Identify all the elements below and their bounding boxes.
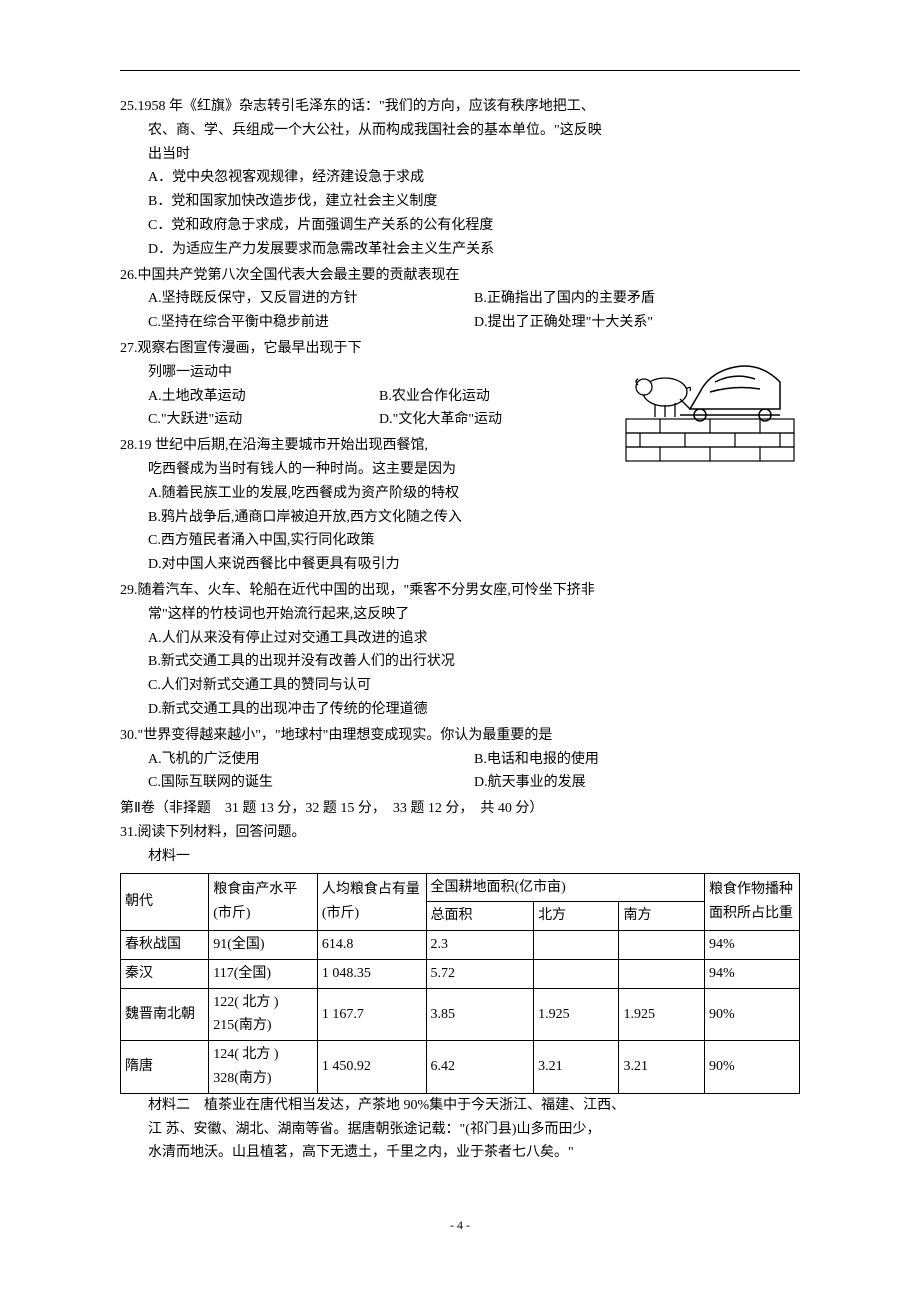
q27-stem-1: 27.观察右图宣传漫画，它最早出现于下 (120, 337, 610, 361)
q29-option-d: D.新式交通工具的出现冲击了传统的伦理道德 (148, 698, 800, 722)
cell-north (534, 931, 619, 960)
cell-south: 1.925 (619, 988, 704, 1041)
th-north: 北方 (534, 902, 619, 931)
q28-option-c: C.西方殖民者涌入中国,实行同化政策 (148, 529, 800, 553)
cell-percapita: 614.8 (317, 931, 426, 960)
th-yield: 粮食亩产水平(市斤) (209, 873, 318, 931)
material-2-line-2: 江 苏、安徽、湖北、湖南等省。据唐朝张途记载："(祁门县)山多而田少， (120, 1118, 800, 1142)
th-ratio: 粮食作物播种面积所占比重 (704, 873, 799, 931)
question-25: 25.1958 年《红旗》杂志转引毛泽东的话："我们的方向，应该有秩序地把工、 … (120, 95, 800, 262)
q25-option-a: A．党中央忽视客观规律，经济建设急于求成 (148, 166, 800, 190)
q25-stem-2: 农、商、学、兵组成一个大公社，从而构成我国社会的基本单位。"这反映 (120, 119, 800, 143)
q29-stem-2: 常"这样的竹枝词也开始流行起来,这反映了 (120, 603, 800, 627)
q27-option-b: B.农业合作化运动 (379, 385, 610, 409)
q29-option-c: C.人们对新式交通工具的赞同与认可 (148, 674, 800, 698)
q26-option-b: B.正确指出了国内的主要矛盾 (474, 287, 800, 311)
th-area: 全国耕地面积(亿市亩) (426, 873, 704, 902)
th-south: 南方 (619, 902, 704, 931)
cell-south: 3.21 (619, 1041, 704, 1094)
cell-total: 6.42 (426, 1041, 534, 1094)
th-percapita: 人均粮食占有量(市斤) (317, 873, 426, 931)
cell-north: 1.925 (534, 988, 619, 1041)
cell-percapita: 1 048.35 (317, 959, 426, 988)
table-row: 隋唐 124( 北方 ) 328(南方) 1 450.92 6.42 3.21 … (121, 1041, 800, 1094)
cartoon-image (620, 337, 800, 467)
question-30: 30."世界变得越来越小"，"地球村"由理想变成现实。你认为最重要的是 A.飞机… (120, 724, 800, 795)
q25-option-b: B．党和国家加快改造步伐，建立社会主义制度 (148, 190, 800, 214)
section-2-header: 第Ⅱ卷（非择题 31 题 13 分，32 题 15 分， 33 题 12 分， … (120, 797, 800, 821)
cell-north: 3.21 (534, 1041, 619, 1094)
cell-percapita: 1 167.7 (317, 988, 426, 1041)
grain-table: 朝代 粮食亩产水平(市斤) 人均粮食占有量(市斤) 全国耕地面积(亿市亩) 粮食… (120, 873, 800, 1094)
cell-total: 2.3 (426, 931, 534, 960)
q26-option-a: A.坚持既反保守，又反冒进的方针 (148, 287, 474, 311)
table-row: 春秋战国 91(全国) 614.8 2.3 94% (121, 931, 800, 960)
q27-option-d: D."文化大革命"运动 (379, 408, 610, 432)
q29-option-b: B.新式交通工具的出现并没有改善人们的出行状况 (148, 650, 800, 674)
th-dynasty: 朝代 (121, 873, 209, 931)
q28-option-d: D.对中国人来说西餐比中餐更具有吸引力 (148, 553, 800, 577)
q29-stem-1: 29.随着汽车、火车、轮船在近代中国的出现，"乘客不分男女座,可怜坐下挤非 (120, 579, 800, 603)
cell-yield: 122( 北方 ) 215(南方) (209, 988, 318, 1041)
cell-yield: 124( 北方 ) 328(南方) (209, 1041, 318, 1094)
cell-south (619, 959, 704, 988)
material-1-label: 材料一 (120, 845, 800, 869)
material-2-line-3: 水清而地沃。山且植茗，高下无遗土，千里之内，业于茶者七八矣。" (120, 1141, 800, 1165)
q29-option-a: A.人们从来没有停止过对交通工具改进的追求 (148, 627, 800, 651)
cell-ratio: 90% (704, 988, 799, 1041)
cell-ratio: 94% (704, 959, 799, 988)
q30-option-c: C.国际互联网的诞生 (148, 771, 474, 795)
q31-stem: 31.阅读下列材料，回答问题。 (120, 821, 800, 845)
cell-dynasty: 春秋战国 (121, 931, 209, 960)
cell-yield: 91(全国) (209, 931, 318, 960)
question-26: 26.中国共产党第八次全国代表大会最主要的贡献表现在 A.坚持既反保守，又反冒进… (120, 264, 800, 335)
q30-stem: 30."世界变得越来越小"，"地球村"由理想变成现实。你认为最重要的是 (120, 724, 800, 748)
cell-percapita: 1 450.92 (317, 1041, 426, 1094)
table-header-row-1: 朝代 粮食亩产水平(市斤) 人均粮食占有量(市斤) 全国耕地面积(亿市亩) 粮食… (121, 873, 800, 902)
table-row: 秦汉 117(全国) 1 048.35 5.72 94% (121, 959, 800, 988)
q27-option-a: A.土地改革运动 (148, 385, 379, 409)
material-2-line-1: 材料二 植茶业在唐代相当发达，产茶地 90%集中于今天浙江、福建、江西、 (120, 1094, 800, 1118)
cell-ratio: 90% (704, 1041, 799, 1094)
q26-option-d: D.提出了正确处理"十大关系" (474, 311, 800, 335)
q28-option-a: A.随着民族工业的发展,吃西餐成为资产阶级的特权 (148, 482, 800, 506)
q25-stem-3: 出当时 (120, 143, 800, 167)
q27-option-c: C."大跃进"运动 (148, 408, 379, 432)
question-29: 29.随着汽车、火车、轮船在近代中国的出现，"乘客不分男女座,可怜坐下挤非 常"… (120, 579, 800, 722)
page-number: - 4 - (120, 1215, 800, 1235)
cell-dynasty: 秦汉 (121, 959, 209, 988)
cell-total: 5.72 (426, 959, 534, 988)
cell-dynasty: 魏晋南北朝 (121, 988, 209, 1041)
q26-option-c: C.坚持在综合平衡中稳步前进 (148, 311, 474, 335)
q30-option-b: B.电话和电报的使用 (474, 748, 800, 772)
q27-stem-2: 列哪一运动中 (120, 361, 610, 385)
top-rule (120, 70, 800, 71)
cell-south (619, 931, 704, 960)
th-total: 总面积 (426, 902, 534, 931)
table-row: 魏晋南北朝 122( 北方 ) 215(南方) 1 167.7 3.85 1.9… (121, 988, 800, 1041)
q26-stem: 26.中国共产党第八次全国代表大会最主要的贡献表现在 (120, 264, 800, 288)
cell-dynasty: 隋唐 (121, 1041, 209, 1094)
q27-q28-block: 27.观察右图宣传漫画，它最早出现于下 列哪一运动中 A.土地改革运动 B.农业… (120, 337, 800, 577)
q30-option-d: D.航天事业的发展 (474, 771, 800, 795)
q25-option-c: C．党和政府急于求成，片面强调生产关系的公有化程度 (148, 214, 800, 238)
q25-stem-1: 25.1958 年《红旗》杂志转引毛泽东的话："我们的方向，应该有秩序地把工、 (120, 95, 800, 119)
cell-yield: 117(全国) (209, 959, 318, 988)
q28-option-b: B.鸦片战争后,通商口岸被迫开放,西方文化随之传入 (148, 506, 800, 530)
q30-option-a: A.飞机的广泛使用 (148, 748, 474, 772)
q25-option-d: D．为适应生产力发展要求而急需改革社会主义生产关系 (148, 238, 800, 262)
cell-north (534, 959, 619, 988)
cell-total: 3.85 (426, 988, 534, 1041)
cell-ratio: 94% (704, 931, 799, 960)
